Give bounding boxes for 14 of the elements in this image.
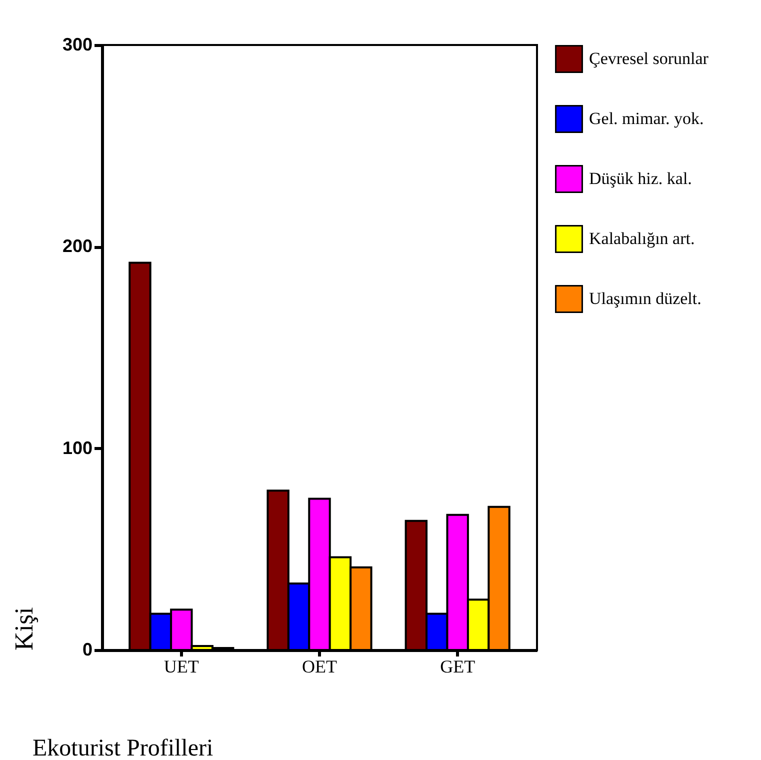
legend-label: Ulaşımın düzelt. (589, 289, 702, 308)
y-tick-label: 300 (62, 34, 92, 54)
x-axis-title: Ekoturist Profilleri (32, 736, 214, 760)
y-tick-label: 0 (82, 640, 92, 660)
y-axis-title: Kişi (9, 607, 38, 650)
legend-label: Gel. mimar. yok. (589, 109, 704, 128)
y-tick-label: 200 (62, 236, 92, 256)
x-tick-label: UET (164, 656, 199, 676)
y-tick-label: 100 (62, 438, 92, 458)
legend-label: Çevresel sorunlar (589, 49, 709, 68)
x-tick-label: OET (302, 656, 337, 676)
legend-label: Düşük hiz. kal. (589, 169, 692, 188)
legend-label: Kalabalığın art. (589, 229, 695, 248)
x-tick-label: GET (440, 656, 476, 676)
